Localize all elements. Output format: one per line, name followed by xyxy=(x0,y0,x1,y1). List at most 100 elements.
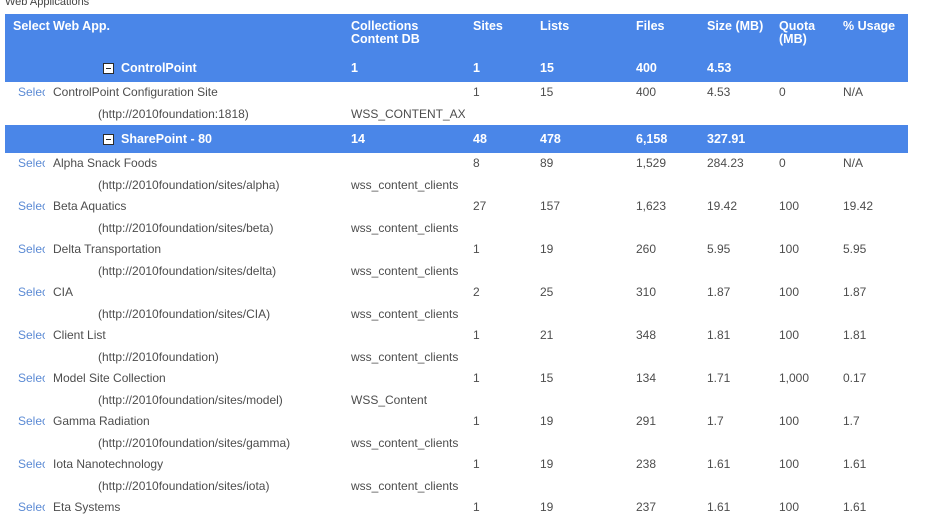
select-link[interactable]: Select xyxy=(18,156,45,170)
group-usage-cell xyxy=(835,125,908,153)
site-collection-row[interactable]: Select ControlPoint Configuration Site 1 15… xyxy=(5,82,908,103)
site-collection-url-cell: (http://2010foundation:1818) xyxy=(98,107,249,121)
web-app-group-row[interactable]: SharePoint - 80 14 48 478 6,158 327.91 xyxy=(5,125,908,153)
url-spacer-usage xyxy=(835,389,908,411)
url-spacer-size xyxy=(699,389,771,411)
select-cell[interactable]: Select xyxy=(5,239,45,260)
files-cell: 348 xyxy=(636,328,657,342)
column-header-select[interactable]: Select xyxy=(13,19,50,33)
lists-cell: 19 xyxy=(540,414,554,428)
files-cell: 1,623 xyxy=(636,199,667,213)
collapse-minus-icon[interactable] xyxy=(103,133,114,145)
site-collection-url-row: (http://2010foundation:1818) WSS_CONTENT_… xyxy=(5,103,908,125)
sites-cell: 1 xyxy=(473,328,480,342)
column-header-size[interactable]: Size (MB) xyxy=(707,19,764,33)
site-collection-url-cell: (http://2010foundation/sites/Eta) xyxy=(45,518,343,522)
site-collection-row[interactable]: Select Gamma Radiation 1 19 291 1.7 100 1.7 xyxy=(5,411,908,432)
size-cell: 1.87 xyxy=(707,285,731,299)
site-collection-url-cell: (http://2010foundation/sites/model) xyxy=(98,393,283,407)
url-select-spacer xyxy=(5,217,45,239)
site-collection-db-cell: wss_content_clients xyxy=(351,350,459,364)
url-spacer-quota xyxy=(771,217,835,239)
site-collection-row[interactable]: Select CIA 2 25 310 1.87 100 1.87 xyxy=(5,282,908,303)
content-db-cell xyxy=(343,196,465,217)
url-spacer-quota xyxy=(771,260,835,282)
site-collection-row[interactable]: Select Client List 1 21 348 1.81 100 1.81 xyxy=(5,325,908,346)
usage-cell: 1.87 xyxy=(843,285,867,299)
url-spacer-files xyxy=(628,174,699,196)
site-collection-url-cell: (http://2010foundation/sites/CIA) xyxy=(98,307,271,321)
url-spacer-size xyxy=(699,103,771,125)
column-header-usage[interactable]: % Usage xyxy=(843,19,896,33)
select-cell[interactable]: Select xyxy=(5,325,45,346)
select-cell[interactable]: Select xyxy=(5,497,45,518)
select-link[interactable]: Select xyxy=(18,457,45,471)
files-cell: 237 xyxy=(636,500,657,514)
select-cell[interactable]: Select xyxy=(5,82,45,103)
group-sites-cell: 1 xyxy=(473,61,480,75)
select-link[interactable]: Select xyxy=(18,414,45,428)
lists-cell: 157 xyxy=(540,199,561,213)
select-link[interactable]: Select xyxy=(18,371,45,385)
web-app-group-row[interactable]: ControlPoint 1 1 15 400 4.53 xyxy=(5,54,908,82)
select-link[interactable]: Select xyxy=(18,199,45,213)
url-spacer-files xyxy=(628,518,699,522)
url-spacer-files xyxy=(628,303,699,325)
url-spacer-files xyxy=(628,432,699,454)
site-collection-row[interactable]: Select Delta Transportation 1 19 260 5.95 100 5… xyxy=(5,239,908,260)
select-cell[interactable]: Select xyxy=(5,282,45,303)
column-header-sites[interactable]: Sites xyxy=(473,19,503,33)
select-link[interactable]: Select xyxy=(18,285,45,299)
column-header-lists[interactable]: Lists xyxy=(540,19,570,33)
select-link[interactable]: Select xyxy=(18,500,45,514)
url-spacer-lists xyxy=(532,518,628,522)
site-collection-db-cell: wss_content_clients xyxy=(351,221,459,235)
url-spacer-sites xyxy=(465,174,532,196)
column-header-collections-content-db[interactable]: Collections Content DB xyxy=(351,19,420,46)
url-spacer-lists xyxy=(532,389,628,411)
select-link[interactable]: Select xyxy=(18,242,45,256)
site-collection-row[interactable]: Select Beta Aquatics 27 157 1,623 19.42 100 19.… xyxy=(5,196,908,217)
site-collection-row[interactable]: Select Model Site Collection 1 15 134 1.71 1,0… xyxy=(5,368,908,389)
site-collection-url-row: (http://2010foundation/sites/beta) wss_co… xyxy=(5,217,908,239)
select-link[interactable]: Select xyxy=(18,85,45,99)
column-header-files[interactable]: Files xyxy=(636,19,665,33)
files-cell: 238 xyxy=(636,457,657,471)
group-name-label: SharePoint - 80 xyxy=(121,132,212,146)
quota-cell: 0 xyxy=(779,85,786,99)
select-cell[interactable]: Select xyxy=(5,368,45,389)
collapse-minus-icon[interactable] xyxy=(103,62,114,74)
files-cell: 260 xyxy=(636,242,657,256)
group-name-cell[interactable]: SharePoint - 80 xyxy=(45,125,343,153)
group-db-cell: 14 xyxy=(351,132,365,146)
size-cell: 1.61 xyxy=(707,500,731,514)
site-collection-url-row: (http://2010foundation) wss_content_clien… xyxy=(5,346,908,368)
group-db-cell: 1 xyxy=(351,61,358,75)
group-name-cell[interactable]: ControlPoint xyxy=(45,54,343,82)
site-collection-row[interactable]: Select Eta Systems 1 19 237 1.61 100 1.61 xyxy=(5,497,908,518)
url-spacer-quota xyxy=(771,103,835,125)
site-collection-url-cell: (http://2010foundation/sites/gamma) xyxy=(98,436,291,450)
sites-cell: 1 xyxy=(473,414,480,428)
select-cell[interactable]: Select xyxy=(5,411,45,432)
select-cell[interactable]: Select xyxy=(5,153,45,174)
url-spacer-size xyxy=(699,217,771,239)
url-spacer-files xyxy=(628,389,699,411)
url-spacer-lists xyxy=(532,346,628,368)
site-collection-db-cell: wss_content_clients xyxy=(351,307,459,321)
url-spacer-usage xyxy=(835,475,908,497)
select-link[interactable]: Select xyxy=(18,328,45,342)
column-header-webapp[interactable]: Web App. xyxy=(53,19,110,33)
size-cell: 1.61 xyxy=(707,457,731,471)
site-collection-row[interactable]: Select Iota Nanotechnology 1 19 238 1.61 100 1.… xyxy=(5,454,908,475)
url-spacer-lists xyxy=(532,103,628,125)
site-collection-row[interactable]: Select Alpha Snack Foods 8 89 1,529 284.23 0 N/… xyxy=(5,153,908,174)
select-cell[interactable]: Select xyxy=(5,196,45,217)
usage-cell: 1.81 xyxy=(843,328,867,342)
column-header-quota[interactable]: Quota (MB) xyxy=(779,19,816,46)
url-spacer-usage xyxy=(835,346,908,368)
select-cell[interactable]: Select xyxy=(5,454,45,475)
sites-cell: 1 xyxy=(473,500,480,514)
usage-cell: 5.95 xyxy=(843,242,867,256)
